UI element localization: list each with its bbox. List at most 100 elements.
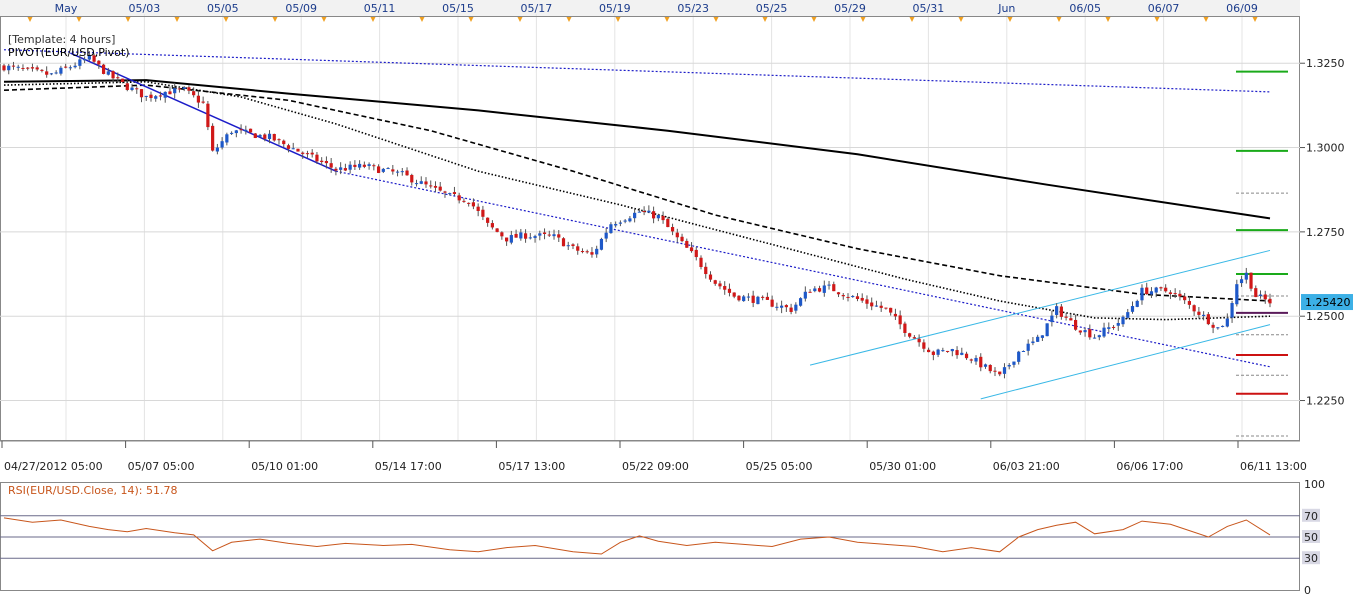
candle-body	[438, 186, 442, 191]
candle	[699, 255, 703, 270]
candle	[1216, 327, 1220, 330]
candle	[784, 304, 788, 312]
candle-body	[414, 183, 419, 185]
candle-body	[784, 305, 788, 308]
time-tick-label: 06/03 21:00	[993, 460, 1060, 473]
candle	[158, 91, 163, 101]
candle	[628, 216, 632, 223]
event-marker	[615, 16, 621, 22]
candle-body	[538, 233, 542, 236]
candle-body	[286, 145, 291, 149]
rsi-tick-box	[1302, 508, 1320, 522]
time-tick-label: 06/06 17:00	[1116, 460, 1183, 473]
candle-body	[860, 297, 864, 301]
candle	[585, 249, 589, 254]
candle	[1045, 323, 1049, 337]
candle	[1111, 325, 1116, 330]
candle	[974, 355, 978, 365]
candle	[1168, 290, 1173, 300]
candle-body	[163, 91, 167, 98]
candle-body	[775, 306, 779, 308]
candle-body	[618, 222, 623, 224]
trendline	[3, 49, 1271, 93]
candle	[623, 219, 627, 224]
candle	[1088, 324, 1092, 340]
candle	[35, 65, 39, 72]
time-tick-label: 06/11 13:00	[1240, 460, 1307, 473]
candle-body	[708, 274, 713, 280]
candle	[604, 227, 608, 243]
event-marker	[566, 16, 572, 22]
candle	[1002, 363, 1007, 379]
candle-body	[927, 349, 931, 353]
template-label: [Template: 4 hours]	[8, 33, 115, 46]
candle-body	[59, 67, 63, 74]
current-price-label: 1.25420	[1305, 296, 1351, 309]
candle-body	[73, 65, 77, 68]
candle	[73, 62, 77, 69]
candle-body	[196, 95, 201, 103]
candle	[168, 86, 172, 95]
candle	[670, 223, 675, 236]
candle-body	[1220, 325, 1225, 327]
candle-body	[353, 164, 357, 167]
candle-body	[220, 141, 224, 148]
candle-body	[1059, 306, 1063, 317]
top-date-label: 05/17	[521, 2, 553, 15]
candle-body	[1017, 351, 1021, 362]
candle	[334, 166, 338, 176]
candle-body	[865, 299, 869, 304]
event-marker	[468, 16, 474, 22]
candle	[329, 158, 333, 173]
candle-body	[1107, 327, 1111, 329]
candle-body	[614, 224, 618, 226]
candle-body	[798, 298, 803, 306]
candle	[813, 286, 817, 293]
candle-body	[851, 296, 855, 298]
candle	[11, 61, 16, 70]
candle	[642, 206, 646, 216]
candle-body	[699, 257, 703, 268]
candle	[500, 231, 504, 240]
candle	[258, 133, 262, 138]
candle	[481, 205, 485, 221]
candle-body	[87, 54, 91, 60]
candle	[1225, 313, 1229, 328]
candle-body	[239, 129, 243, 131]
candle	[576, 243, 580, 255]
candle-body	[343, 168, 347, 171]
candle	[1230, 300, 1234, 323]
candle	[903, 321, 907, 337]
candle	[822, 280, 826, 297]
candle	[92, 53, 96, 64]
candle-body	[467, 202, 471, 204]
candle	[590, 247, 594, 258]
candle-body	[1154, 287, 1158, 293]
candle-body	[471, 202, 476, 207]
candle-body	[903, 323, 907, 333]
candle	[291, 142, 295, 150]
price-grid	[0, 14, 1300, 441]
candle-body	[395, 171, 400, 173]
candle-body	[689, 247, 694, 252]
candle	[1007, 363, 1011, 370]
time-tick-label: 05/30 01:00	[869, 460, 936, 473]
candle	[433, 181, 438, 193]
date-strip	[0, 0, 1300, 16]
candle-body	[789, 307, 793, 312]
candle-body	[1021, 350, 1026, 352]
candle	[780, 300, 784, 314]
candle-body	[836, 292, 841, 295]
candle-body	[846, 296, 850, 298]
candle	[898, 310, 902, 330]
candle-body	[495, 228, 499, 232]
event-marker	[223, 16, 229, 22]
event-marker	[811, 16, 817, 22]
candle-body	[661, 215, 665, 221]
candle	[1268, 293, 1272, 308]
candle-body	[523, 233, 528, 239]
candle	[125, 79, 129, 92]
candle-body	[225, 134, 229, 143]
candle	[647, 205, 651, 213]
candle-body	[1069, 318, 1073, 321]
